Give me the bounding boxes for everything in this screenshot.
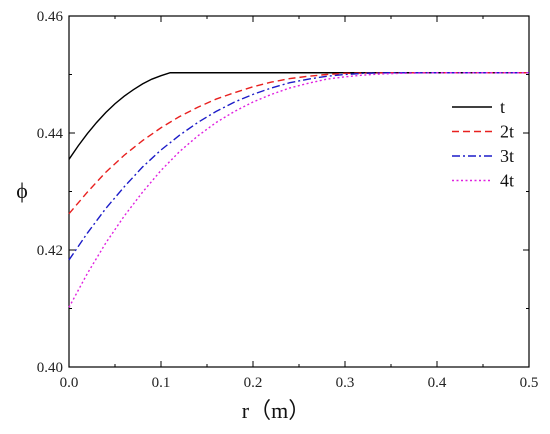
series-line-3t [68, 72, 529, 261]
series-line-t [68, 72, 529, 160]
x-axis-title: r（m） [242, 398, 310, 423]
x-tick-label: 0.1 [152, 375, 171, 391]
x-tick-label: 0.4 [428, 375, 447, 391]
legend-label-2t: 2t [500, 122, 514, 142]
tick-labels: 0.0 0.1 0.2 0.3 0.4 0.5 0.40 0.42 0.44 0.46 [37, 9, 539, 391]
x-tick-label: 0.0 [60, 375, 79, 391]
x-tick-label: 0.2 [244, 375, 263, 391]
legend-label-t: t [500, 97, 505, 117]
legend: t 2t 3t 4t [452, 97, 514, 191]
legend-label-4t: 4t [500, 171, 514, 191]
x-tick-label: 0.5 [520, 375, 539, 391]
y-tick-label: 0.44 [37, 126, 64, 142]
x-tick-label: 0.3 [336, 375, 355, 391]
legend-label-3t: 3t [500, 146, 514, 166]
y-tick-label: 0.42 [37, 243, 63, 259]
series-line-2t [68, 72, 529, 215]
axis-ticks [68, 15, 530, 368]
series-lines [68, 72, 529, 308]
series-line-4t [68, 72, 529, 308]
y-axis-title: ϕ [16, 178, 28, 203]
plot-frame [68, 15, 530, 368]
y-tick-label: 0.40 [37, 360, 63, 376]
y-tick-label: 0.46 [37, 9, 64, 25]
